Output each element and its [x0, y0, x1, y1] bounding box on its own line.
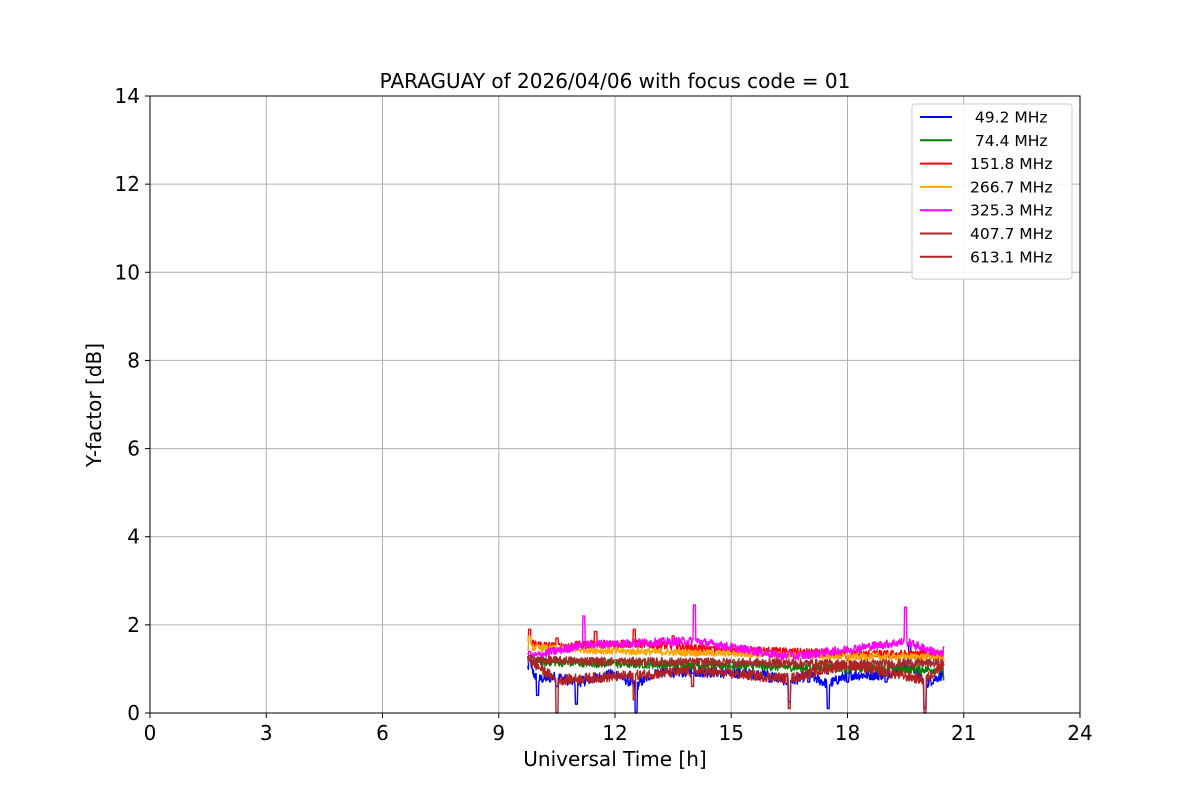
legend-entry: 325.3 MHz	[970, 202, 1052, 220]
legend-entry: 407.7 MHz	[970, 225, 1052, 243]
legend-entry: 74.4 MHz	[970, 132, 1048, 150]
y-tick-label: 8	[127, 348, 140, 372]
y-tick-label: 0	[127, 701, 140, 725]
x-tick-label: 24	[1067, 721, 1092, 745]
x-tick-label: 21	[951, 721, 976, 745]
x-ticks: 0 3 6 9 12 15 18 21 24	[144, 713, 1093, 745]
x-axis-label: Universal Time [h]	[523, 747, 706, 771]
y-ticks: 0 2 4 6 8 10 12 14	[115, 84, 150, 725]
legend-entry: 49.2 MHz	[970, 109, 1048, 127]
series-line	[527, 655, 945, 669]
x-tick-label: 18	[835, 721, 860, 745]
y-tick-label: 12	[115, 172, 140, 196]
x-tick-label: 9	[492, 721, 505, 745]
legend-box	[911, 103, 1073, 280]
legend-entry: 613.1 MHz	[970, 248, 1052, 266]
chart-title: PARAGUAY of 2026/04/06 with focus code =…	[380, 69, 851, 93]
y-tick-label: 6	[127, 437, 140, 461]
x-tick-label: 6	[376, 721, 389, 745]
legend-entry: 266.7 MHz	[970, 178, 1052, 196]
plot-series	[527, 604, 945, 714]
x-tick-label: 3	[260, 721, 273, 745]
y-tick-label: 14	[115, 84, 140, 108]
y-axis-label: Y-factor [dB]	[82, 343, 106, 468]
y-tick-label: 10	[115, 260, 140, 284]
series-line	[527, 604, 945, 661]
series-line	[527, 655, 945, 714]
series-line	[527, 635, 945, 663]
y-tick-label: 2	[127, 613, 140, 637]
x-tick-label: 15	[719, 721, 744, 745]
y-tick-label: 4	[127, 525, 140, 549]
x-tick-label: 12	[602, 721, 627, 745]
legend: 49.2 MHz 74.4 MHz 151.8 MHz 266.7 MHz 325.3…	[911, 103, 1073, 280]
x-tick-label: 0	[144, 721, 157, 745]
legend-entry: 151.8 MHz	[970, 155, 1052, 173]
